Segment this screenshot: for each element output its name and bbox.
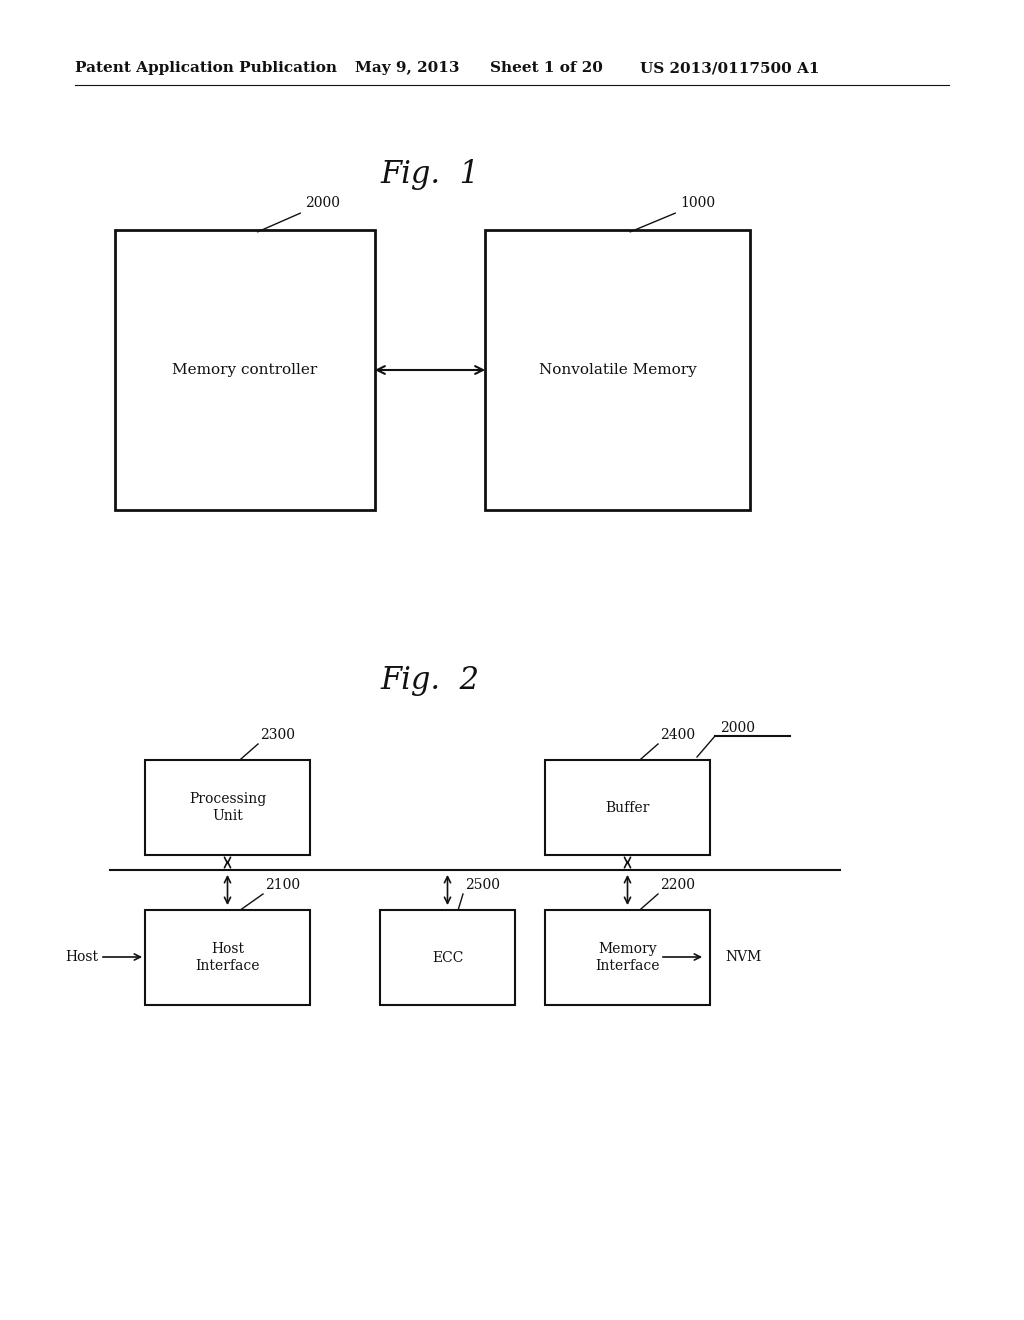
Text: NVM: NVM [725,950,761,964]
Text: ECC: ECC [432,950,463,965]
Text: May 9, 2013: May 9, 2013 [355,61,460,75]
Text: 2300: 2300 [260,729,295,742]
Text: 2100: 2100 [265,878,300,892]
Text: 2500: 2500 [465,878,500,892]
Text: 2200: 2200 [660,878,695,892]
Text: Sheet 1 of 20: Sheet 1 of 20 [490,61,603,75]
Text: Nonvolatile Memory: Nonvolatile Memory [539,363,696,378]
Text: 1000: 1000 [680,195,715,210]
Text: 2000: 2000 [305,195,340,210]
Text: Memory
Interface: Memory Interface [595,942,659,973]
Bar [485,230,750,510]
Text: Fig.  2: Fig. 2 [381,664,479,696]
Text: Host: Host [65,950,98,964]
Bar [380,909,515,1005]
Bar [545,909,710,1005]
Text: Processing
Unit: Processing Unit [188,792,266,822]
Text: Fig.  1: Fig. 1 [381,160,479,190]
Text: Memory controller: Memory controller [172,363,317,378]
Text: 2000: 2000 [720,721,755,735]
Text: Patent Application Publication: Patent Application Publication [75,61,337,75]
Text: Host
Interface: Host Interface [196,942,260,973]
Bar [115,230,375,510]
Text: Buffer: Buffer [605,800,649,814]
Text: US 2013/0117500 A1: US 2013/0117500 A1 [640,61,819,75]
Bar [145,760,310,855]
Bar [145,909,310,1005]
Text: 2400: 2400 [660,729,695,742]
Bar [545,760,710,855]
